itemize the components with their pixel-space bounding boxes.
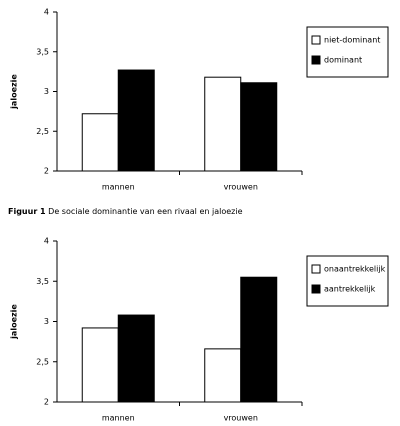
- y-tick-label: 4: [44, 8, 49, 17]
- bar: [240, 82, 278, 172]
- y-tick-label: 2,5: [36, 127, 49, 136]
- y-tick-label: 3: [44, 87, 49, 96]
- x-tick-label: mannen: [102, 414, 135, 423]
- bar: [117, 69, 155, 172]
- legend-label: niet-dominant: [324, 36, 380, 45]
- y-axis-label: jaloezie: [10, 74, 19, 110]
- y-tick-label: 3: [44, 317, 49, 326]
- y-tick-label: 2: [44, 167, 49, 176]
- bar: [204, 348, 242, 403]
- legend-label: aantrekkelijk: [324, 285, 376, 294]
- legend-label: dominant: [324, 56, 362, 65]
- legend-box: [306, 26, 389, 78]
- caption-text: De sociale dominantie van een rivaal en …: [48, 207, 242, 216]
- legend-label: onaantrekkelijk: [324, 265, 386, 274]
- bar: [204, 76, 242, 172]
- bar: [81, 327, 119, 403]
- bar: [240, 276, 278, 403]
- y-tick-label: 3,5: [36, 47, 49, 56]
- y-tick-label: 2,5: [36, 357, 49, 366]
- y-tick-label: 4: [44, 237, 49, 246]
- y-tick-label: 2: [44, 398, 49, 407]
- y-tick-label: 3,5: [36, 277, 49, 286]
- y-axis-label: jaloezie: [10, 304, 19, 340]
- legend-swatch: [311, 35, 321, 45]
- legend-swatch: [311, 55, 321, 65]
- caption-label: Figuur 1: [8, 207, 46, 216]
- x-tick-label: vrouwen: [224, 414, 258, 423]
- caption: Figuur 1 De sociale dominantie van een r…: [8, 207, 243, 216]
- x-tick-label: mannen: [102, 183, 135, 192]
- legend-swatch: [311, 264, 321, 274]
- bar: [117, 314, 155, 403]
- legend-swatch: [311, 284, 321, 294]
- legend-box: [306, 255, 389, 307]
- x-tick-label: vrouwen: [224, 183, 258, 192]
- bar: [81, 113, 119, 172]
